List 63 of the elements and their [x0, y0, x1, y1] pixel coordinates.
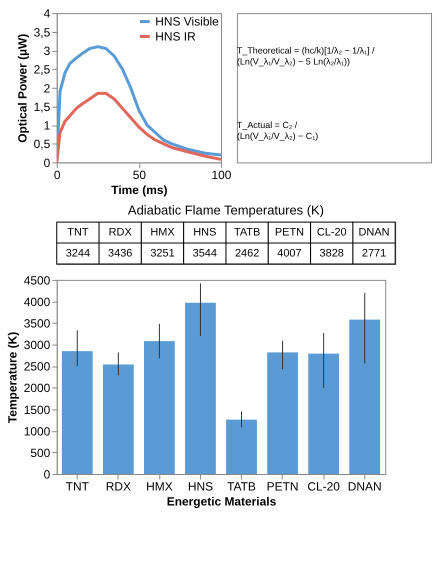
data-label: 3828 — [320, 248, 344, 260]
bar — [62, 351, 93, 474]
x-axis-title: Time (ms) — [111, 182, 168, 197]
legend-label: HNS Visible — [155, 14, 220, 29]
y-axis-title: Optical Power (µW) — [16, 34, 30, 143]
category-label: RDX — [108, 226, 132, 239]
y-tick-label: 4500 — [24, 273, 51, 288]
data-label: 4007 — [277, 248, 302, 260]
y-tick-label: 2,5 — [34, 62, 51, 77]
x-tick-label: 100 — [212, 168, 232, 182]
y-tick-label: 1500 — [24, 402, 51, 417]
y-tick-label: 1 — [44, 118, 51, 133]
category-label: HMX — [150, 226, 176, 239]
y-tick-label: 3000 — [24, 338, 51, 352]
data-label: 3251 — [150, 248, 175, 260]
x-axis-title: Energetic Materials — [166, 494, 277, 508]
data-label: 3244 — [66, 248, 90, 260]
y-tick-label: 3500 — [24, 316, 51, 331]
y-tick-label: 3,5 — [34, 25, 51, 40]
bar — [349, 320, 380, 474]
y-tick-label: 2500 — [24, 360, 51, 374]
text: Adiabatic Flame Temperatures (K) — [128, 202, 324, 218]
category-label: PETN — [274, 226, 304, 239]
legend-label: HNS IR — [155, 29, 196, 44]
bar — [185, 302, 216, 474]
x-tick-label: PETN — [266, 479, 299, 494]
x-tick-label: TNT — [66, 479, 90, 494]
x-tick-label: 0 — [54, 168, 61, 182]
category-label: DNAN — [358, 226, 390, 239]
x-tick-label: 50 — [132, 168, 146, 182]
bar — [308, 354, 340, 474]
category-label: CL-20 — [316, 226, 347, 239]
y-tick-label: 1,5 — [34, 100, 51, 114]
category-label: TNT — [67, 226, 89, 239]
y-axis-title: Temperature (K) — [6, 332, 20, 424]
y-tick-label: 0 — [44, 156, 51, 170]
x-tick-label: RDX — [106, 479, 131, 494]
y-tick-label: 4000 — [24, 294, 51, 309]
y-tick-label: 3 — [44, 44, 51, 58]
bar — [226, 420, 257, 474]
x-tick-label: HNS — [188, 479, 214, 494]
x-tick-label: CL-20 — [307, 479, 340, 494]
x-tick-label: TATB — [227, 479, 256, 494]
x-tick-label: DNAN — [348, 479, 382, 494]
bar — [267, 352, 298, 474]
y-tick-label: 1000 — [24, 424, 51, 438]
y-tick-label: 0,5 — [34, 137, 51, 152]
x-tick-label: HMX — [146, 479, 173, 494]
data-label: 2462 — [234, 248, 260, 260]
y-tick-label: 2000 — [24, 381, 51, 396]
y-tick-label: 2 — [44, 81, 51, 96]
category-label: TATB — [234, 226, 260, 239]
bar — [144, 341, 175, 474]
text: T_Theoretical = (hc/k)[1/λ₂ − 1/λ₁] / (Ln(V_λ₁/V_λ₂) − 5 Ln(λ₂/λ₁)) — [236, 45, 376, 66]
bar — [102, 364, 134, 474]
text: T_Actual = C₂ / (Ln(V_λ₁/V_λ₂) − C₁) — [236, 120, 318, 142]
category-label: HNS — [193, 226, 216, 239]
data-label: 3436 — [108, 248, 132, 260]
y-tick-label: 4 — [44, 6, 51, 21]
data-label: 3544 — [192, 248, 217, 260]
data-label: 2771 — [362, 248, 386, 260]
y-tick-label: 500 — [30, 446, 51, 460]
y-tick-label: 0 — [44, 467, 51, 482]
